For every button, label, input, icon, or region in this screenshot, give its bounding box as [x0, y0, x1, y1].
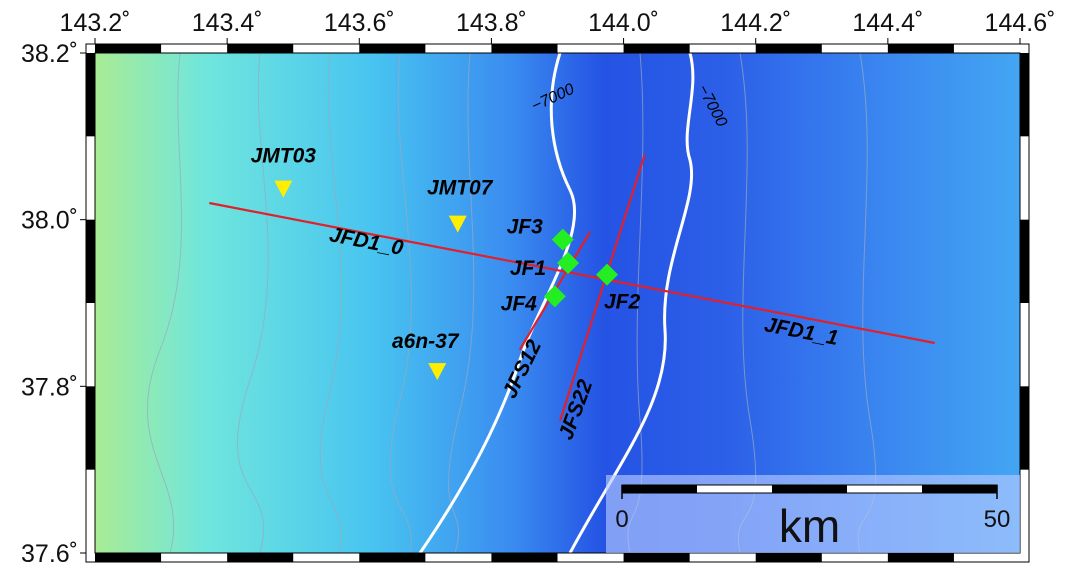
frame-segment: [491, 44, 557, 53]
frame-segment: [86, 386, 95, 469]
x-tick-label: 143.2˚: [60, 9, 131, 37]
scale-tick-label: 50: [984, 506, 1011, 533]
x-tick-label: 144.4˚: [852, 9, 923, 37]
site-label: JF4: [501, 292, 538, 315]
site-label: JF2: [604, 291, 641, 314]
map: 050km −7000 −7000 143.2˚143.4˚143.6˚143.…: [0, 0, 1065, 571]
x-tick-label: 143.6˚: [324, 9, 395, 37]
frame-segment: [888, 44, 954, 53]
frame-segment: [227, 553, 293, 562]
frame-segment: [1020, 386, 1029, 469]
frame-segment: [359, 44, 425, 53]
x-tick-label: 144.0˚: [588, 9, 659, 37]
frame-segment: [756, 553, 822, 562]
station-label: a6n-37: [392, 330, 460, 353]
scale-bar-segment: [922, 485, 997, 493]
frame-segment: [95, 553, 161, 562]
frame-segment: [624, 553, 690, 562]
y-tick-label: 37.6˚: [21, 540, 78, 568]
x-tick-label: 143.8˚: [456, 9, 527, 37]
frame-segment: [86, 220, 95, 303]
scale-tick-label: 0: [615, 506, 628, 533]
station-label: JMT07: [427, 177, 494, 200]
scale-bar-segment: [622, 485, 697, 493]
frame-segment: [491, 553, 557, 562]
scale-bar-segment: [772, 485, 847, 493]
scale-unit: km: [779, 500, 840, 552]
station-label: JMT03: [251, 145, 317, 168]
x-tick-label: 144.2˚: [720, 9, 791, 37]
frame-segment: [1020, 53, 1029, 136]
scale-bar: 0 50 km: [606, 475, 1020, 553]
site-label: JF3: [507, 216, 544, 239]
frame-segment: [888, 553, 954, 562]
frame-segment: [624, 44, 690, 53]
x-tick-label: 143.4˚: [192, 9, 263, 37]
y-tick-label: 38.2˚: [21, 40, 78, 68]
frame-segment: [227, 44, 293, 53]
frame-segment: [95, 44, 161, 53]
x-tick-label: 144.6˚: [985, 9, 1056, 37]
frame-segment: [756, 44, 822, 53]
frame-segment: [359, 553, 425, 562]
y-tick-label: 38.0˚: [21, 207, 78, 235]
frame-segment: [1020, 220, 1029, 303]
frame-segment: [86, 53, 95, 136]
site-label: JF1: [510, 257, 546, 280]
y-tick-label: 37.8˚: [21, 373, 78, 401]
